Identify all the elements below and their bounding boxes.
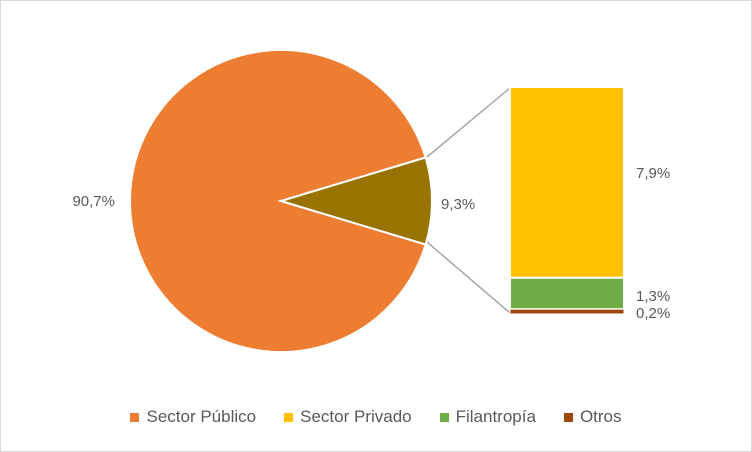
bar-label-otros: 0,2% (636, 305, 670, 322)
legend: Sector Público Sector Privado Filantropí… (0, 407, 752, 427)
connector-line-top (426, 87, 511, 158)
legend-item-otros: Otros (563, 407, 622, 427)
legend-swatch-otros (563, 412, 573, 422)
bar-segment-sector-privado (509, 86, 625, 279)
legend-swatch-sector-publico (130, 412, 140, 422)
legend-label-otros: Otros (579, 407, 622, 426)
connector-line-bottom (426, 241, 511, 314)
pie-label-other: 9,3% (441, 196, 475, 213)
bar-label-sector-privado: 7,9% (636, 165, 670, 182)
legend-item-sector-publico: Sector Público (130, 407, 256, 427)
legend-label-sector-privado: Sector Privado (300, 407, 412, 426)
legend-label-sector-publico: Sector Público (146, 407, 257, 426)
legend-swatch-sector-privado (284, 412, 294, 422)
bar-segment-filantropia (509, 276, 625, 311)
legend-label-filantropia: Filantropía (455, 407, 536, 426)
legend-swatch-filantropia (439, 412, 449, 422)
bar-segment-otros (509, 308, 625, 315)
legend-item-filantropia: Filantropía (439, 407, 536, 427)
legend-item-sector-privado: Sector Privado (284, 407, 412, 427)
pie-label-sector-publico: 90,7% (72, 193, 115, 210)
bar-label-filantropia: 1,3% (636, 288, 670, 305)
pie-slice-other (277, 156, 433, 246)
